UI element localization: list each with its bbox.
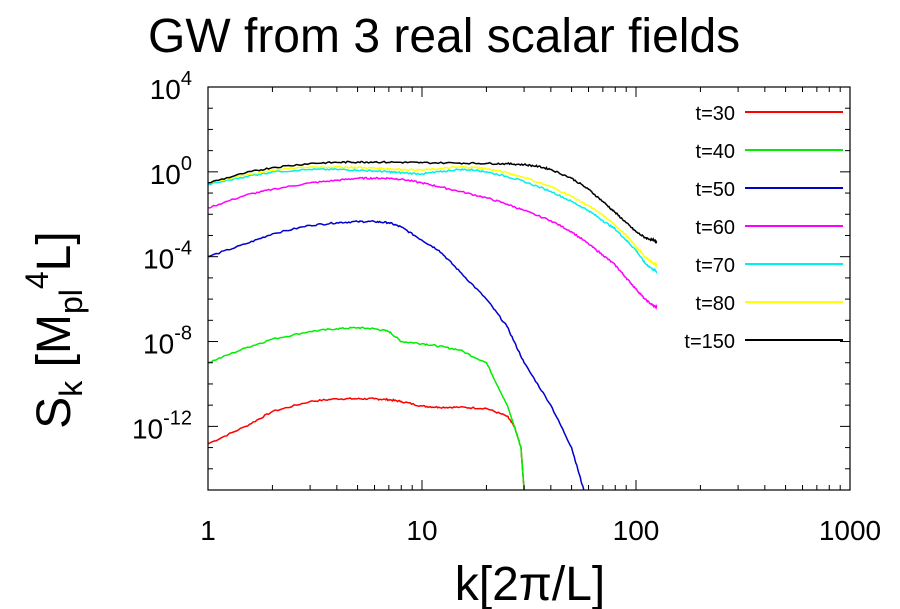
x-tick-label: 10 — [406, 515, 437, 546]
y-tick-label: 10-8 — [143, 323, 192, 360]
series-line-t-60 — [208, 176, 658, 311]
y-axis-label: Sk [Mpl4L] — [19, 231, 89, 428]
series-line-t-70 — [208, 167, 658, 274]
ticks-layer: 1 10 100 1000 104 100 10-4 10-8 10-12 — [132, 68, 881, 546]
plot-frame — [207, 86, 851, 491]
legend-label: t=30 — [696, 103, 735, 125]
series-line-t-50 — [208, 220, 585, 490]
legend-label: t=150 — [684, 331, 735, 353]
legend-label: t=50 — [696, 179, 735, 201]
series-line-t-150 — [208, 160, 658, 244]
y-tick-label: 104 — [150, 68, 192, 105]
x-axis-label: k[2π/L] — [455, 558, 606, 609]
y-tick-label: 10-4 — [143, 238, 192, 275]
legend-label: t=40 — [696, 141, 735, 163]
x-tick-label: 1 — [200, 515, 216, 546]
y-tick-label: 100 — [150, 153, 192, 190]
chart-title: GW from 3 real scalar fields — [148, 10, 740, 63]
series-line-t-30 — [208, 397, 525, 490]
x-tick-label: 100 — [613, 515, 660, 546]
legend: t=30 t=40 t=50 t=60 t=70 t=80 t=150 — [684, 103, 843, 353]
series-line-t-40 — [208, 326, 525, 490]
legend-label: t=60 — [696, 217, 735, 239]
series-line-t-80 — [208, 165, 658, 269]
legend-label: t=70 — [696, 255, 735, 277]
legend-label: t=80 — [696, 293, 735, 315]
x-tick-label: 1000 — [819, 515, 881, 546]
series-layer — [208, 160, 658, 490]
y-tick-label: 10-12 — [132, 407, 192, 444]
